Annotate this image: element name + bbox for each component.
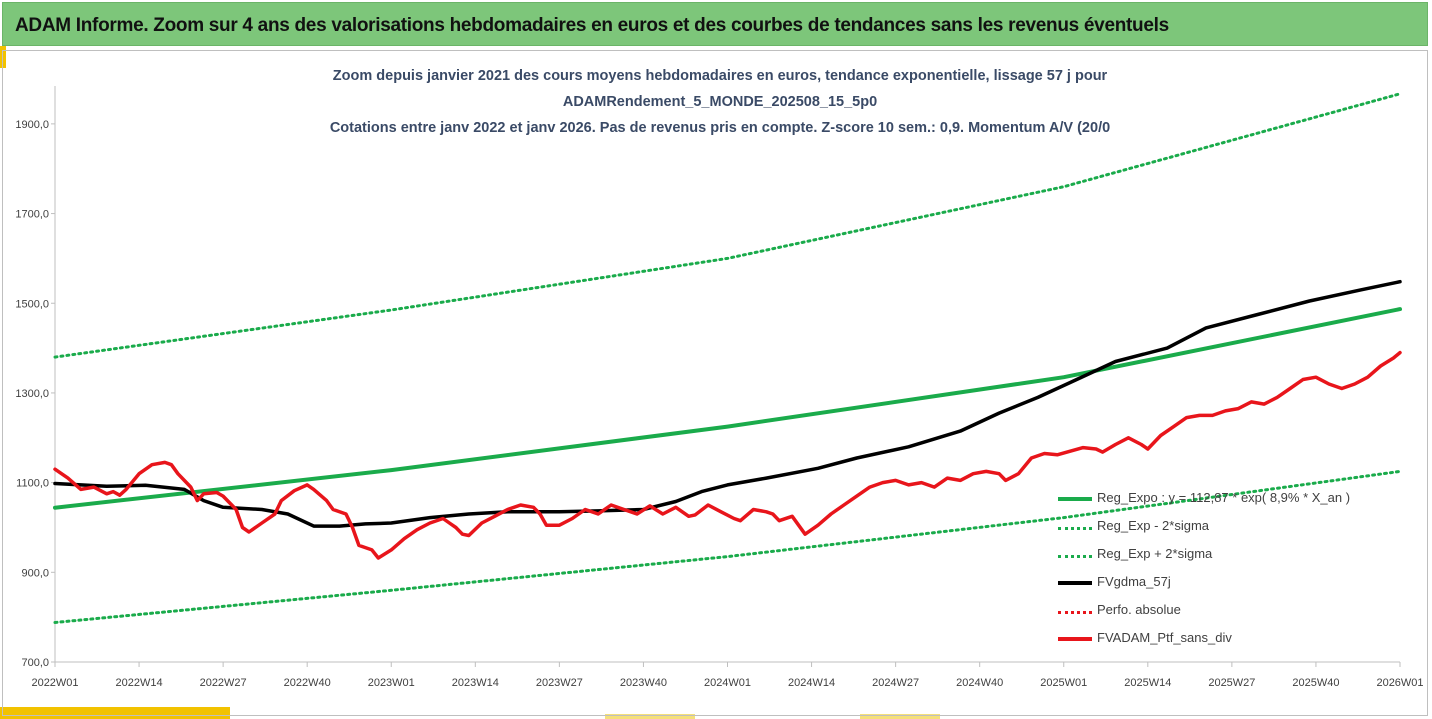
x-tick-label: 2024W01	[704, 677, 751, 689]
legend-label-reg-minus: Reg_Exp - 2*sigma	[1097, 518, 1209, 533]
series-fvadam-ptf-sans-div	[53, 350, 1402, 560]
series-fvgdma-57j	[53, 279, 1402, 528]
x-tick-label: 2023W01	[368, 677, 415, 689]
x-tick-label: 2022W01	[31, 677, 78, 689]
legend-label-reg-expo: Reg_Expo : y = 112,87 * exp( 8,9% * X_an…	[1097, 490, 1351, 505]
y-tick-label: 1900,0	[15, 119, 49, 131]
legend-swatch-reg-plus	[1058, 555, 1092, 558]
series-reg-expo-y-112-87-exp-8-9-x-an	[53, 307, 1402, 510]
chart-title-line-3: Cotations entre janv 2022 et janv 2026. …	[329, 120, 1111, 136]
series-reg-exp-2-sigma	[53, 469, 1402, 624]
x-tick-label: 2022W14	[116, 677, 163, 689]
report-title: ADAM Informe. Zoom sur 4 ans des valoris…	[15, 15, 1169, 36]
x-tick-label: 2025W40	[1292, 677, 1339, 689]
x-tick-label: 2023W27	[536, 677, 583, 689]
x-tick-label: 2023W40	[620, 677, 667, 689]
chart-title: Zoom depuis janvier 2021 des cours moyen…	[230, 63, 1210, 141]
legend-label-fvadam: FVADAM_Ptf_sans_div	[1097, 630, 1232, 645]
accent-bar-bottom-3	[860, 714, 940, 719]
y-tick-label: 1500,0	[15, 298, 49, 310]
chart-title-line-1: Zoom depuis janvier 2021 des cours moyen…	[332, 68, 1108, 84]
x-tick-label: 2023W14	[452, 677, 499, 689]
chart-title-line-2: ADAMRendement_5_MONDE_202508_15_5p0	[562, 94, 878, 110]
legend-label-fvgdma: FVgdma_57j	[1097, 574, 1171, 589]
x-tick-label: 2026W01	[1376, 677, 1423, 689]
legend-swatch-reg-expo	[1058, 497, 1092, 501]
y-tick-label: 900,0	[21, 567, 49, 579]
legend-label-reg-plus: Reg_Exp + 2*sigma	[1097, 546, 1213, 561]
chart-area	[2, 50, 1428, 716]
legend-label-perfo: Perfo. absolue	[1097, 602, 1181, 617]
y-tick-label: 1300,0	[15, 388, 49, 400]
legend-swatch-perfo	[1058, 611, 1092, 614]
accent-bar-top	[0, 46, 6, 68]
report-header: ADAM Informe. Zoom sur 4 ans des valoris…	[2, 2, 1428, 46]
y-tick-label: 700,0	[21, 657, 49, 669]
accent-bar-bottom	[0, 707, 230, 719]
series-reg-exp-2-sigma	[53, 92, 1402, 359]
legend-swatch-reg-minus	[1058, 527, 1092, 530]
x-tick-label: 2025W14	[1124, 677, 1171, 689]
y-tick-label: 1700,0	[15, 209, 49, 221]
x-tick-label: 2024W27	[872, 677, 919, 689]
legend-swatch-fvadam	[1058, 637, 1092, 641]
x-tick-label: 2025W01	[1040, 677, 1087, 689]
x-tick-label: 2022W27	[200, 677, 247, 689]
x-tick-label: 2024W40	[956, 677, 1003, 689]
accent-bar-bottom-2	[605, 714, 695, 719]
x-tick-label: 2025W27	[1208, 677, 1255, 689]
legend-swatch-fvgdma	[1058, 581, 1092, 585]
x-tick-label: 2024W14	[788, 677, 835, 689]
x-tick-label: 2022W40	[284, 677, 331, 689]
y-tick-label: 1100,0	[16, 478, 49, 490]
